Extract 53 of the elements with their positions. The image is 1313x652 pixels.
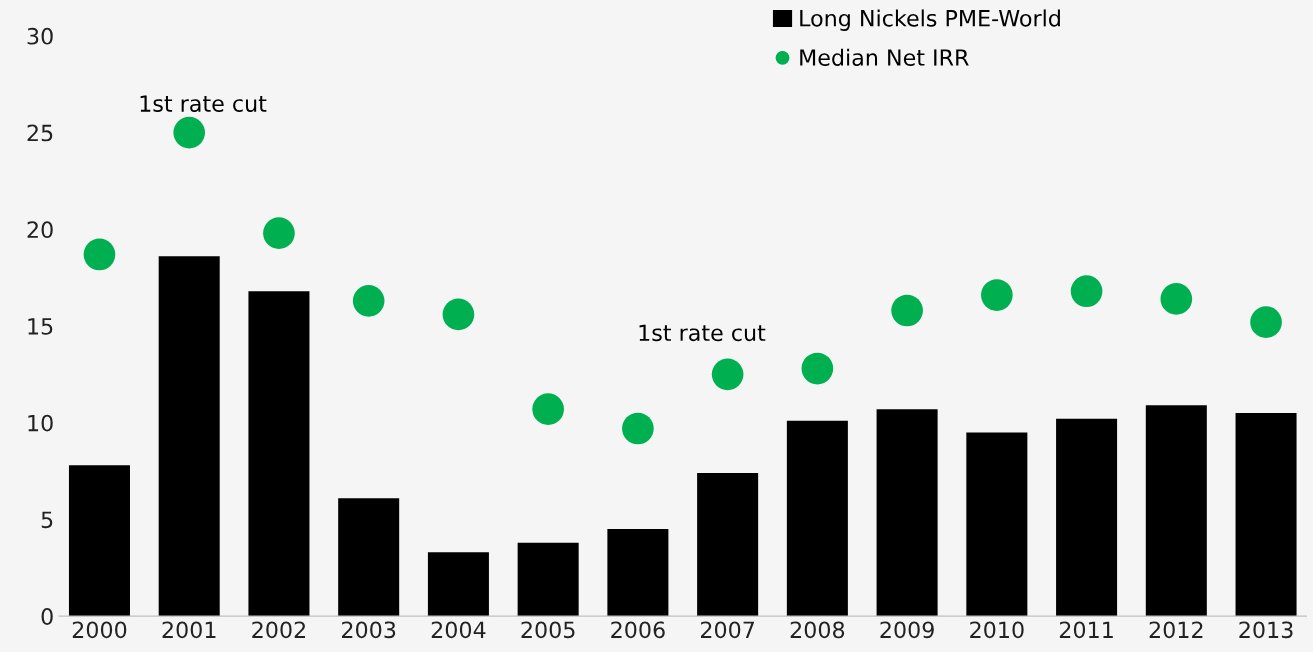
x-tick-label: 2012 (1149, 621, 1203, 639)
point (263, 217, 295, 249)
bar (966, 432, 1028, 617)
x-tick-label: 2007 (700, 621, 755, 639)
point (532, 393, 564, 426)
y-tick-label: 10 (28, 414, 53, 432)
y-tick-label: 25 (27, 124, 53, 142)
bar (697, 473, 759, 617)
x-tick-label: 2008 (790, 621, 845, 639)
point (1160, 283, 1193, 315)
x-tick-label: 2009 (880, 621, 934, 639)
y-tick-label: 20 (27, 221, 53, 239)
bar (1235, 413, 1297, 617)
x-tick-label: 2003 (342, 621, 396, 639)
point (711, 358, 744, 391)
bar (427, 552, 489, 617)
bar (338, 498, 400, 617)
y-tick-label: 5 (41, 511, 53, 529)
point (622, 412, 654, 445)
legend-label: Long Nickels PME-World (800, 9, 1060, 31)
point (981, 279, 1013, 311)
bar (68, 465, 130, 617)
bar (786, 420, 848, 617)
bar (607, 529, 669, 617)
point (352, 285, 385, 317)
annotation: 1st rate cut (140, 95, 267, 112)
legend-label: Median Net IRR (800, 48, 969, 66)
point (83, 238, 116, 271)
point (442, 298, 475, 331)
x-tick-label: 2013 (1239, 621, 1293, 639)
x-tick-label: 2005 (521, 621, 575, 639)
point (1070, 275, 1103, 308)
x-tick-label: 2011 (1059, 621, 1113, 639)
point (173, 116, 206, 149)
y-tick-label: 0 (41, 608, 53, 625)
x-tick-label: 2000 (72, 621, 127, 639)
x-tick-label: 2006 (611, 621, 665, 639)
bar (158, 256, 220, 617)
point (1250, 306, 1282, 338)
point (891, 294, 923, 327)
bar (876, 409, 938, 617)
x-tick-label: 2010 (970, 621, 1024, 639)
point (801, 352, 834, 385)
y-tick-label: 15 (28, 318, 53, 335)
x-tick-label: 2002 (252, 621, 305, 639)
annotation: 1st rate cut (639, 324, 766, 342)
bar (517, 542, 579, 617)
y-tick-label: 30 (27, 27, 53, 45)
bar (1145, 405, 1207, 617)
bar (1056, 418, 1118, 617)
bar (248, 291, 310, 617)
x-tick-label: 2004 (431, 621, 486, 639)
x-tick-label: 2001 (162, 621, 216, 639)
